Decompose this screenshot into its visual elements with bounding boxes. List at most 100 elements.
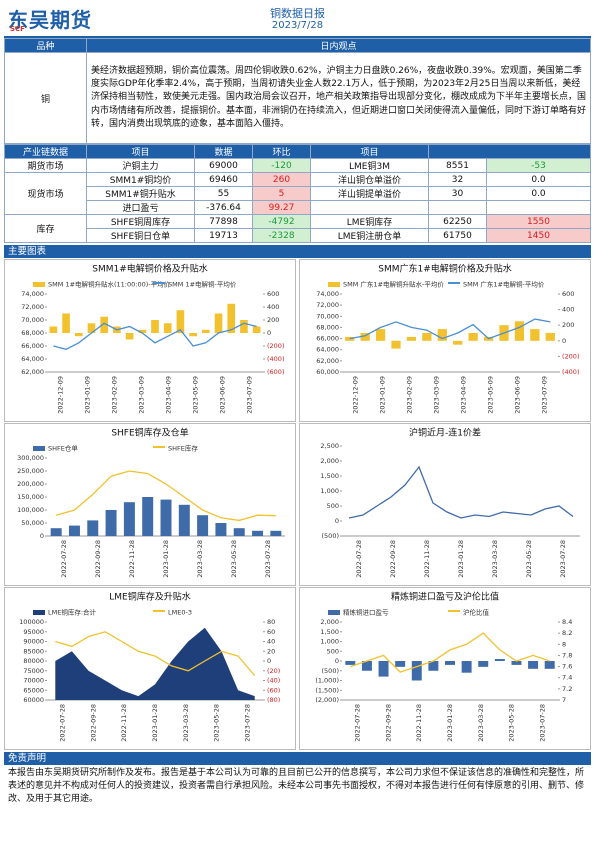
cell: 5	[252, 186, 311, 201]
cell: 62250	[428, 214, 487, 229]
bar	[233, 528, 245, 536]
x-tick-label: 2022-11-28	[423, 540, 431, 578]
y-tick-label: 95000	[23, 628, 44, 636]
y-tick-label: 1,000	[320, 638, 339, 646]
y-tick-label: 2,000	[320, 457, 339, 465]
x-tick-label: 2022-07-28	[353, 704, 361, 742]
y-tick-label: 65000	[23, 686, 44, 694]
cell	[428, 200, 487, 215]
bar	[478, 661, 489, 667]
header-cell: 产业链数据	[4, 144, 87, 159]
cell	[310, 200, 429, 215]
y2-tick-label: (80)	[267, 696, 280, 704]
chart: SMM广东1#电解铜价格及升贴水 SMM 广东1#电解铜升贴水-平均价 SMM 广东…	[299, 259, 591, 422]
y2-tick-label: 600	[562, 290, 574, 298]
section-heading: 免责声明	[4, 752, 591, 765]
bar	[240, 320, 248, 333]
bar	[528, 661, 539, 669]
table-row: SHFE铜日仓单 19713 -2328 LME铜注册仓单 61750 1450	[5, 228, 591, 243]
legend-label: LME0-3	[168, 609, 192, 617]
legend-swatch	[33, 282, 45, 287]
x-tick-label: 2023-07-28	[539, 704, 547, 742]
bar	[197, 515, 209, 536]
bar	[178, 504, 190, 536]
y-tick-label: 66,000	[21, 342, 44, 350]
cell: 69000	[194, 158, 253, 173]
y-tick-label: 75000	[23, 667, 44, 675]
y-tick-label: 70,000	[21, 316, 44, 324]
bar	[530, 329, 540, 341]
x-tick-label: 2023-05-28	[230, 540, 238, 578]
y-tick-label: 62,000	[316, 357, 339, 365]
y-tick-label: 0	[40, 532, 44, 540]
y2-tick-label: (400)	[267, 355, 284, 363]
bar	[544, 661, 555, 669]
x-tick-label: 2023-07-28	[264, 540, 272, 578]
bar	[151, 320, 159, 333]
line	[53, 322, 257, 350]
bar	[468, 333, 478, 341]
bar	[345, 336, 355, 341]
bar	[391, 340, 401, 349]
x-tick-label: 2023-05-09	[487, 376, 495, 414]
cell: 77898	[194, 214, 253, 229]
y-tick-label: 60,000	[316, 368, 339, 376]
legend-label: 精炼铜进口盈亏	[343, 608, 389, 617]
x-tick-label: 2022-09-28	[94, 540, 102, 578]
cell: SMM1#铜升贴水	[86, 186, 195, 201]
y-tick-label: 1,500	[320, 472, 339, 480]
bar	[87, 520, 99, 536]
header-cell: 项目	[86, 144, 195, 159]
bar	[360, 333, 370, 341]
x-tick-label: 2023-01-09	[84, 376, 92, 414]
cell: 32	[428, 172, 487, 187]
y2-tick-label: 7.6	[562, 663, 572, 671]
y-tick-label: 64,000	[21, 355, 44, 363]
x-tick-label: 2023-02-09	[111, 376, 119, 414]
variety: 铜	[4, 52, 87, 144]
disclaimer: 本报告由东吴期货研究所制作及发布。报告是基于本公司认为可靠的且目前已公开的信息撰…	[8, 768, 585, 804]
cell: -2328	[252, 228, 311, 243]
bar	[123, 502, 135, 536]
report-title: 铜数据日报	[270, 7, 325, 20]
x-tick-label: 2023-06-09	[514, 376, 522, 414]
x-tick-label: 2023-03-28	[491, 540, 499, 578]
bar	[494, 659, 505, 661]
bar	[252, 530, 264, 536]
x-tick-label: 2023-05-28	[525, 540, 533, 578]
y2-tick-label: 8.4	[562, 618, 572, 626]
header-cell: 品种	[4, 38, 87, 53]
bar	[345, 661, 356, 665]
cell: 260	[252, 172, 311, 187]
line	[349, 318, 551, 340]
cell: 61750	[428, 228, 487, 243]
x-tick-label: 2022-12-09	[57, 376, 65, 414]
y2-tick-label: 7.8	[562, 651, 572, 659]
y2-tick-label: (20)	[267, 667, 280, 675]
bar	[375, 329, 386, 341]
y-tick-label: 150,000	[17, 493, 44, 501]
bar	[74, 333, 83, 337]
cell: 进口盈亏	[86, 200, 195, 215]
cell: 1550	[486, 214, 591, 229]
chart: LME铜库存及升贴水 LME铜库存:合计 LME0-3 100000 95000 9000…	[4, 587, 296, 750]
y2-tick-label: (200)	[562, 352, 579, 360]
cell: LME铜库存	[310, 214, 429, 229]
y2-tick-label: 60	[267, 628, 275, 636]
cell: 69460	[194, 172, 253, 187]
table-row: 库存 SHFE铜周库存 77898 -4792 LME铜库存 62250 1550	[4, 214, 591, 243]
header-cell: 数据	[194, 144, 253, 159]
bar	[545, 333, 555, 341]
bar	[453, 340, 463, 345]
bar	[50, 528, 62, 536]
chart-title: LME铜库存及升贴水	[109, 591, 190, 603]
line	[55, 631, 256, 677]
y-tick-label: 50,000	[21, 519, 44, 527]
table-row: 进口盈亏 -376.64 99.27	[5, 200, 591, 215]
x-tick-label: 2023-04-09	[460, 376, 468, 414]
bar	[142, 497, 154, 536]
x-tick-label: 2023-07-28	[559, 540, 567, 578]
legend-label: LME铜库存:合计	[48, 608, 97, 617]
bar	[189, 333, 197, 337]
